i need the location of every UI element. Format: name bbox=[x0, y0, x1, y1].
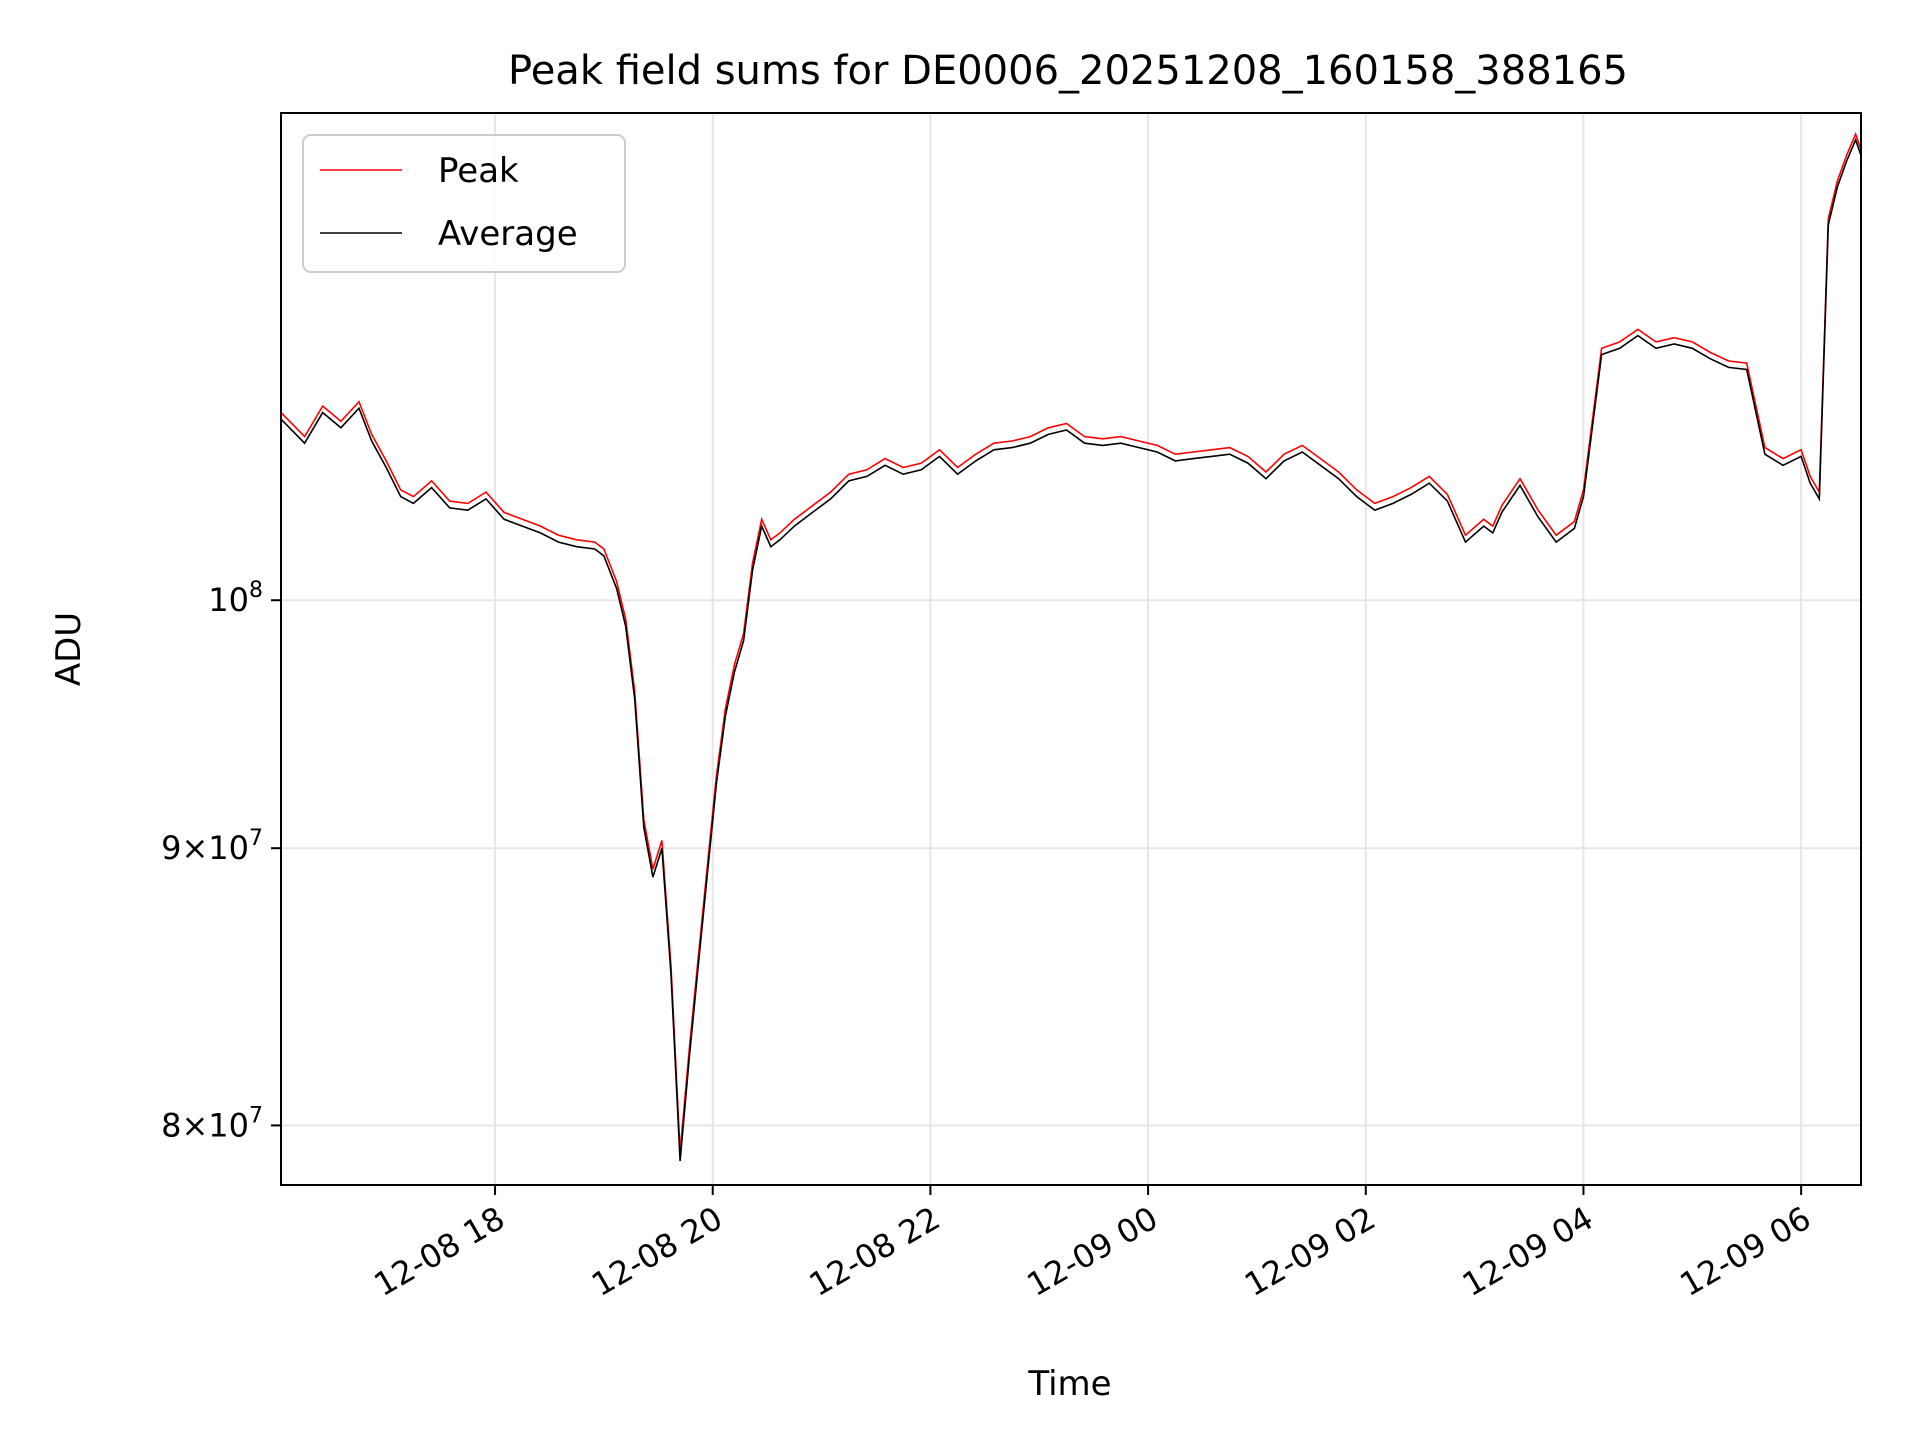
plot-frame bbox=[280, 112, 1862, 1186]
series-line-average bbox=[281, 137, 1861, 1162]
series-line-peak bbox=[281, 131, 1861, 1153]
y-tick-label: 9×107 bbox=[161, 826, 263, 867]
plot-area bbox=[281, 131, 1861, 1162]
chart-title: Peak field sums for DE0006_20251208_1601… bbox=[508, 48, 1628, 94]
legend: Peak Average bbox=[302, 134, 626, 273]
grid-lines bbox=[281, 113, 1861, 1185]
legend-label-peak: Peak bbox=[438, 151, 519, 191]
y-tick-label: 8×107 bbox=[161, 1103, 263, 1144]
y-tick-label: 108 bbox=[208, 578, 263, 619]
y-axis: 8×107 9×107 108 bbox=[161, 578, 281, 1144]
y-axis-label: ADU bbox=[49, 612, 89, 686]
legend-label-average: Average bbox=[438, 214, 578, 254]
x-axis-label: Time bbox=[1027, 1364, 1111, 1404]
